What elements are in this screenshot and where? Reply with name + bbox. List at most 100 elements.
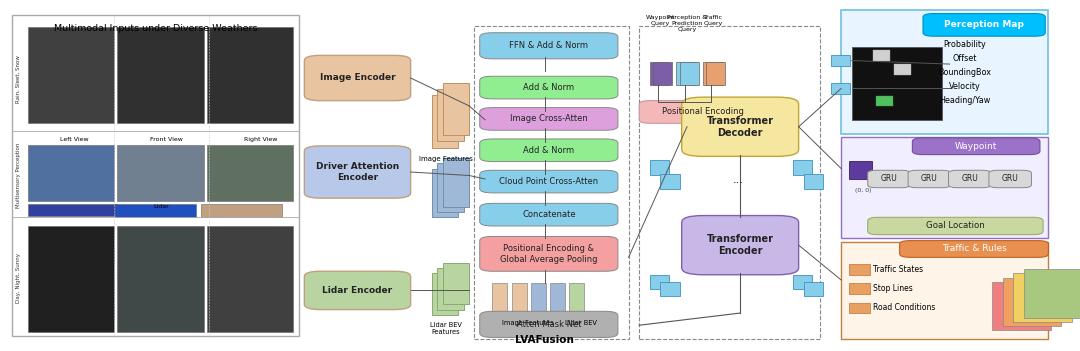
Bar — [794, 275, 812, 289]
Text: GRU: GRU — [961, 174, 978, 184]
Text: Multisensory Perception: Multisensory Perception — [16, 143, 21, 208]
Text: Image Cross-Atten: Image Cross-Atten — [510, 114, 588, 124]
Text: Waypoint: Waypoint — [955, 142, 997, 151]
Bar — [653, 62, 672, 85]
Bar — [876, 96, 893, 106]
Text: Multimodal Inputs under Diverse Weathers: Multimodal Inputs under Diverse Weathers — [54, 24, 257, 33]
Bar — [512, 284, 527, 318]
Bar — [443, 158, 469, 207]
Text: Cloud Point Cross-Atten: Cloud Point Cross-Atten — [499, 177, 598, 186]
Bar — [650, 62, 669, 85]
Bar — [679, 62, 699, 85]
Bar — [437, 89, 463, 141]
FancyBboxPatch shape — [305, 146, 410, 198]
Text: Goal Location: Goal Location — [926, 221, 985, 231]
Bar — [1024, 269, 1080, 318]
Bar — [873, 50, 890, 61]
Text: Rain, Sleet, Snow: Rain, Sleet, Snow — [16, 55, 21, 103]
Text: Heading/Yaw: Heading/Yaw — [939, 96, 990, 105]
Text: GRU: GRU — [921, 174, 937, 184]
Text: ...: ... — [732, 175, 743, 185]
Bar — [530, 284, 545, 318]
Bar — [849, 284, 869, 294]
Text: Day, Night, Sunny: Day, Night, Sunny — [16, 253, 21, 303]
Text: Perception &
Prediction
Query: Perception & Prediction Query — [667, 15, 707, 32]
Bar — [443, 263, 469, 304]
Bar — [894, 64, 912, 74]
Text: Perception Map: Perception Map — [944, 20, 1024, 29]
Bar — [661, 282, 679, 296]
FancyBboxPatch shape — [480, 33, 618, 59]
FancyBboxPatch shape — [480, 139, 618, 161]
Text: Traffic
Query: Traffic Query — [704, 15, 724, 26]
Text: Right View: Right View — [244, 137, 278, 142]
Bar — [639, 26, 820, 339]
Text: Image Features: Image Features — [419, 156, 473, 163]
Bar — [849, 264, 869, 275]
Bar — [432, 95, 459, 148]
FancyBboxPatch shape — [867, 217, 1043, 235]
Bar — [28, 205, 117, 216]
Text: GRU: GRU — [1002, 174, 1018, 184]
Bar — [841, 137, 1049, 238]
Bar — [849, 303, 869, 313]
Text: Probability: Probability — [943, 40, 986, 49]
Text: FFN & Add & Norm: FFN & Add & Norm — [510, 41, 589, 50]
FancyBboxPatch shape — [480, 311, 618, 337]
Bar — [841, 10, 1049, 134]
Bar — [650, 275, 669, 289]
Bar — [676, 62, 696, 85]
Bar — [437, 163, 463, 212]
Bar — [661, 174, 679, 190]
Bar — [118, 27, 204, 122]
Text: Lidar BEV
Features: Lidar BEV Features — [430, 322, 461, 335]
Text: BoundingBox: BoundingBox — [937, 68, 991, 77]
Bar — [432, 273, 459, 315]
Bar — [703, 62, 723, 85]
Bar — [206, 145, 293, 201]
Text: Stop Lines: Stop Lines — [873, 284, 913, 293]
FancyBboxPatch shape — [480, 108, 618, 130]
Bar — [831, 55, 850, 66]
Text: Traffic States: Traffic States — [873, 265, 923, 274]
Text: Offset: Offset — [953, 54, 976, 63]
FancyBboxPatch shape — [480, 76, 618, 99]
FancyBboxPatch shape — [480, 237, 618, 271]
Bar — [492, 284, 508, 318]
Bar — [443, 83, 469, 135]
FancyBboxPatch shape — [681, 97, 798, 156]
Text: Waypoint
Query: Waypoint Query — [646, 15, 675, 26]
FancyBboxPatch shape — [900, 241, 1049, 257]
Bar — [437, 268, 463, 310]
FancyBboxPatch shape — [305, 55, 410, 101]
Text: Transformer
Encoder: Transformer Encoder — [706, 234, 773, 256]
Text: Positional Encoding &
Global Average Pooling: Positional Encoding & Global Average Poo… — [500, 244, 597, 264]
FancyBboxPatch shape — [867, 170, 910, 188]
Bar — [116, 204, 195, 217]
Bar — [1002, 278, 1062, 326]
Bar — [993, 282, 1051, 330]
Text: Lidar Encoder: Lidar Encoder — [323, 286, 392, 295]
Text: Traffic & Rules: Traffic & Rules — [942, 245, 1007, 253]
Bar — [202, 204, 282, 217]
Bar — [432, 168, 459, 217]
FancyBboxPatch shape — [908, 170, 950, 188]
Bar — [118, 226, 204, 332]
FancyBboxPatch shape — [480, 170, 618, 193]
Bar — [706, 62, 726, 85]
Text: Image Features: Image Features — [502, 320, 553, 326]
Text: Positional Encoding: Positional Encoding — [662, 107, 744, 117]
Bar — [849, 161, 872, 179]
Text: Add & Norm: Add & Norm — [524, 146, 575, 155]
FancyBboxPatch shape — [681, 216, 798, 275]
Bar — [28, 226, 114, 332]
Bar — [28, 27, 114, 122]
Text: GRU: GRU — [880, 174, 897, 184]
Bar — [550, 284, 565, 318]
Bar — [474, 26, 629, 339]
Text: Transformer
Decoder: Transformer Decoder — [706, 116, 773, 138]
FancyBboxPatch shape — [305, 271, 410, 310]
Bar — [804, 282, 823, 296]
Bar — [804, 174, 823, 190]
Text: Atten Mask Net: Atten Mask Net — [516, 320, 581, 329]
